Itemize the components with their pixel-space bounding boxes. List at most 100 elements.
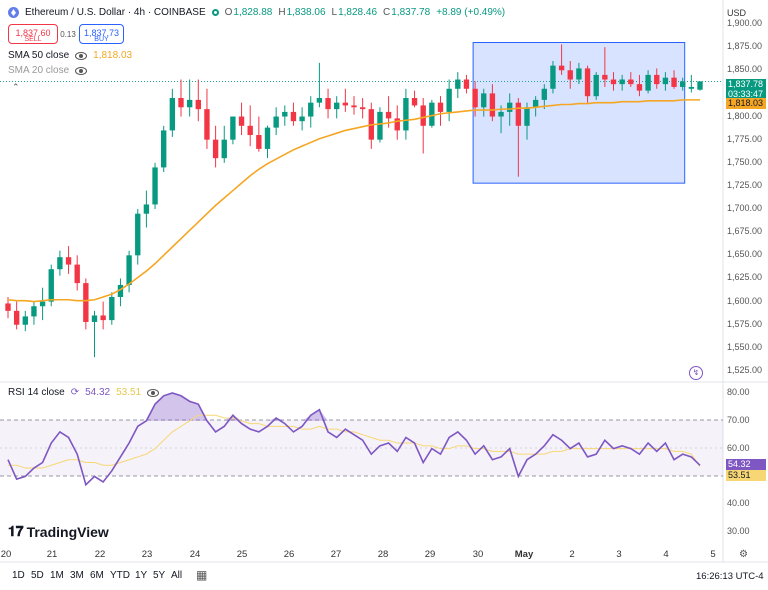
open-value: 1,828.88 xyxy=(233,7,273,18)
candle-body xyxy=(680,81,686,87)
time-tick: 5 xyxy=(710,549,716,560)
candle-body xyxy=(83,283,89,322)
eye-icon[interactable] xyxy=(75,51,88,60)
candle-body xyxy=(437,102,444,112)
candle-body xyxy=(152,167,158,205)
time-tick: 4 xyxy=(663,549,669,560)
range-button[interactable]: 1Y xyxy=(135,570,148,581)
settings-icon[interactable]: ⚙ xyxy=(739,549,748,560)
range-button[interactable]: 1M xyxy=(50,570,64,581)
candle-body xyxy=(697,81,703,90)
candle-body xyxy=(420,105,426,126)
rsi-eye-icon[interactable] xyxy=(147,388,160,397)
rsi-legend[interactable]: RSI 14 close ⟳ 54.32 53.51 xyxy=(8,387,160,398)
price-tick: 1,775.00 xyxy=(727,133,763,144)
sma50-line xyxy=(7,99,700,303)
candle-body xyxy=(186,99,193,108)
calendar-icon[interactable]: ▦ xyxy=(196,568,208,582)
eye-off-icon[interactable] xyxy=(75,66,88,75)
price-tick: 1,525.00 xyxy=(727,365,763,375)
price-tick: 1,700.00 xyxy=(727,203,763,214)
price-tick: 1,800.00 xyxy=(727,110,763,121)
price-tick: 1,875.00 xyxy=(727,41,763,52)
clock-timezone[interactable]: 16:26:13 UTC-4 xyxy=(696,571,764,582)
price-tick: 1,625.00 xyxy=(727,272,763,283)
time-tick: 30 xyxy=(472,549,484,560)
candle-body xyxy=(619,79,625,85)
price-tick: 1,650.00 xyxy=(727,249,763,260)
candle-body xyxy=(39,301,46,307)
candle-body xyxy=(290,111,297,122)
rsi-overbought-fill xyxy=(8,393,700,421)
price-tick: 1,850.00 xyxy=(727,64,763,75)
close-value: 1,837.78 xyxy=(391,7,431,18)
close-label: C xyxy=(383,7,391,18)
candle-body xyxy=(636,84,643,91)
candle-body xyxy=(558,65,565,71)
buy-button[interactable]: 1,837.73 xyxy=(79,24,124,44)
replay-icon[interactable]: ↯ xyxy=(689,366,703,380)
candle-body xyxy=(273,116,279,128)
candle-body xyxy=(31,306,37,317)
candle-body xyxy=(238,116,245,126)
market-status-icon[interactable] xyxy=(211,9,219,16)
candle-body xyxy=(351,105,357,108)
range-button[interactable]: 6M xyxy=(90,570,104,581)
candle-body xyxy=(299,116,305,122)
time-tick: 24 xyxy=(189,549,201,560)
range-button[interactable]: 3M xyxy=(70,570,84,581)
rsi-ma-tag: 53.51 xyxy=(726,470,766,481)
candle-body xyxy=(515,102,522,126)
open-label: O xyxy=(224,7,233,18)
sma50-label: SMA 50 close xyxy=(8,50,70,61)
range-button[interactable]: All xyxy=(171,570,183,581)
candle-body xyxy=(100,315,106,321)
candle-body xyxy=(204,109,210,140)
brand-name: TradingView xyxy=(26,523,109,540)
sell-label: SELL xyxy=(24,36,42,43)
countdown-tag: 03:33:47 xyxy=(726,89,766,99)
currency-label[interactable]: USD xyxy=(727,8,747,18)
candle-body xyxy=(610,79,617,85)
range-button[interactable]: 5D xyxy=(31,570,44,581)
candle-body xyxy=(57,257,63,270)
candle-body xyxy=(135,213,141,256)
sma20-legend[interactable]: SMA 20 close xyxy=(8,65,88,76)
candle-body xyxy=(169,98,176,131)
time-tick: 20 xyxy=(0,549,12,560)
sma50-legend[interactable]: SMA 50 close 1,818.03 xyxy=(8,50,132,61)
rsi-label: RSI 14 close xyxy=(8,387,65,398)
symbol-title[interactable]: Ethereum / U.S. Dollar · 4h · COINBASE xyxy=(25,7,206,18)
low-value: 1,828.46 xyxy=(338,7,378,18)
tradingview-logo[interactable]: 𝟏𝟕 TradingView xyxy=(8,523,109,540)
sma50-value: 1,818.03 xyxy=(93,50,133,61)
rsi-settings-icon[interactable]: ⟳ xyxy=(70,387,80,398)
price-tick: 1,550.00 xyxy=(727,341,763,352)
time-tick: May xyxy=(514,549,534,560)
range-button[interactable]: 1D xyxy=(12,570,25,581)
tradingview-logo-icon: 𝟏𝟕 xyxy=(8,523,24,539)
ethereum-icon xyxy=(8,7,19,18)
sell-button[interactable]: 1,837.60 xyxy=(8,24,58,44)
candle-body xyxy=(74,264,80,284)
rsi-tick: 80.00 xyxy=(727,387,750,397)
high-label: H xyxy=(278,7,286,18)
collapse-icon[interactable]: ⌃ xyxy=(12,82,20,92)
candle-body xyxy=(507,102,513,112)
candle-body xyxy=(91,315,98,322)
range-button[interactable]: 5Y xyxy=(153,570,166,581)
candle-body xyxy=(567,70,573,80)
buy-price: 1,837.73 xyxy=(83,28,120,38)
sma-price-tag: 1,818.03 xyxy=(726,98,766,109)
candle-body xyxy=(117,284,124,297)
candle-body xyxy=(403,98,409,131)
symbol-legend: Ethereum / U.S. Dollar · 4h · COINBASE O… xyxy=(8,7,505,18)
candle-body xyxy=(342,102,349,106)
time-tick: 28 xyxy=(377,549,389,560)
candle-body xyxy=(325,98,331,110)
time-tick: 23 xyxy=(141,549,153,560)
candle-body xyxy=(576,68,582,80)
range-button[interactable]: YTD xyxy=(110,570,130,581)
